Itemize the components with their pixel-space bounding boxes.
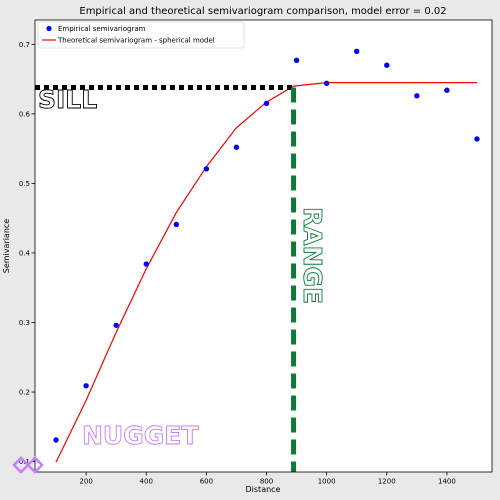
- y-tick-label: 0.7: [19, 41, 30, 49]
- empirical-point: [474, 136, 480, 142]
- y-tick-label: 0.5: [19, 180, 30, 188]
- empirical-point: [83, 383, 89, 389]
- x-tick-label: 600: [200, 478, 213, 486]
- plot-frame: [34, 19, 493, 473]
- legend-label-theoretical: Theoretical semivariogram - spherical mo…: [57, 37, 215, 45]
- x-tick-label: 1200: [378, 478, 396, 486]
- y-tick-label: 0.2: [19, 389, 30, 397]
- x-tick-label: 1400: [438, 478, 456, 486]
- x-tick-label: 800: [260, 478, 273, 486]
- nugget-marker-icon: [12, 456, 44, 474]
- empirical-point: [143, 261, 149, 267]
- empirical-point: [384, 62, 390, 68]
- legend: Empirical semivariogram Theoretical semi…: [37, 21, 245, 49]
- y-axis-label: Semivariance: [2, 219, 11, 274]
- empirical-point: [293, 57, 300, 64]
- legend-marker-empirical: [46, 25, 52, 32]
- empirical-point: [53, 437, 59, 443]
- x-axis-label: Distance: [246, 485, 281, 494]
- chart-marks: [35, 48, 480, 472]
- legend-box: [37, 21, 245, 49]
- legend-label-empirical: Empirical semivariogram: [58, 25, 146, 33]
- sill-label: SILL: [38, 85, 97, 114]
- x-tick-label: 1000: [318, 478, 336, 486]
- empirical-point: [173, 221, 180, 228]
- empirical-point: [414, 93, 420, 99]
- y-tick-label: 0.6: [19, 110, 31, 118]
- x-tick-label: 200: [79, 478, 92, 486]
- empirical-point: [203, 166, 210, 172]
- x-tick-label: 400: [140, 478, 153, 486]
- empirical-point: [323, 80, 330, 86]
- empirical-point: [354, 48, 360, 54]
- empirical-point: [113, 322, 119, 328]
- empirical-point: [263, 100, 270, 107]
- range-label: RANGE: [298, 207, 327, 304]
- chart-title: Empirical and theoretical semivariogram …: [79, 6, 446, 17]
- empirical-point: [444, 87, 450, 93]
- y-tick-label: 0.3: [19, 319, 30, 327]
- y-tick-label: 0.4: [19, 249, 31, 257]
- nugget-label: NUGGET: [82, 421, 198, 450]
- empirical-point: [233, 144, 240, 150]
